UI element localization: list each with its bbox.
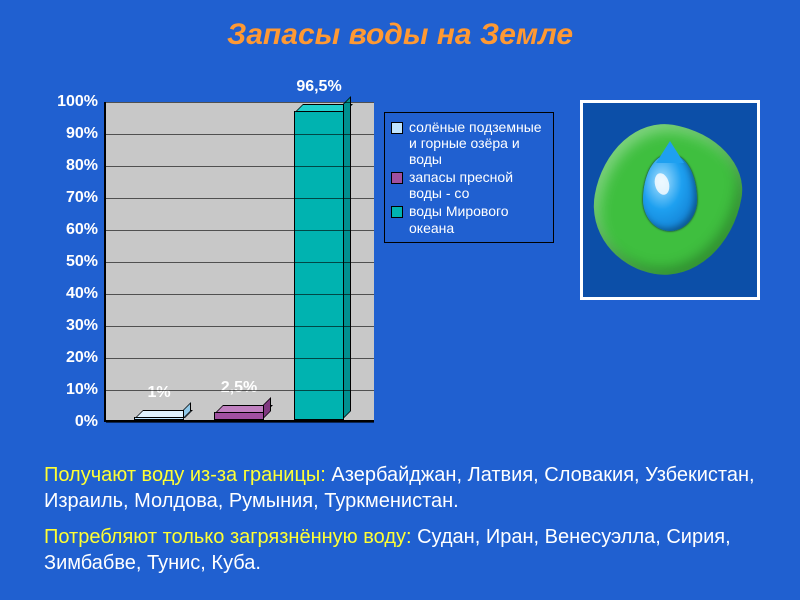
plot-area: 1% 2,5% 96,5%	[104, 102, 374, 422]
bar: 2,5%	[214, 412, 264, 420]
ytick-label: 70%	[48, 189, 98, 207]
gridline	[106, 326, 374, 327]
legend-label: запасы пресной воды - со	[409, 169, 547, 201]
legend-item: воды Мирового океана	[391, 203, 547, 235]
ytick-label: 30%	[48, 317, 98, 335]
legend-swatch	[391, 206, 403, 218]
ytick-label: 40%	[48, 285, 98, 303]
gridline	[106, 134, 374, 135]
bar: 96,5%	[294, 111, 344, 420]
gridline	[106, 358, 374, 359]
gridline	[106, 198, 374, 199]
leaf-drop-image	[580, 100, 760, 300]
legend-swatch	[391, 122, 403, 134]
legend-label: воды Мирового океана	[409, 203, 547, 235]
legend-item: запасы пресной воды - со	[391, 169, 547, 201]
ytick-label: 100%	[48, 93, 98, 111]
page-title: Запасы воды на Земле	[0, 18, 800, 52]
text-block: Получают воду из-за границы: Азербайджан…	[44, 452, 764, 576]
gridline	[106, 166, 374, 167]
text-line-2: Потребляют только загрязнённую воду: Суд…	[44, 524, 764, 576]
gridline	[106, 102, 374, 103]
ytick-label: 50%	[48, 253, 98, 271]
bar: 1%	[134, 417, 184, 420]
ytick-label: 0%	[48, 413, 98, 431]
gridline	[106, 230, 374, 231]
gridline	[106, 262, 374, 263]
ytick-label: 80%	[48, 157, 98, 175]
ytick-label: 90%	[48, 125, 98, 143]
leaf-icon	[595, 125, 745, 275]
ytick-label: 20%	[48, 349, 98, 367]
bar-value-label: 1%	[147, 384, 170, 402]
bar-value-label: 2,5%	[221, 379, 257, 397]
legend-swatch	[391, 172, 403, 184]
water-drop-icon	[643, 155, 697, 231]
legend-label: солёные подземные и горные озёра и воды	[409, 119, 547, 167]
gridline	[106, 390, 374, 391]
chart-legend: солёные подземные и горные озёра и водыз…	[384, 112, 554, 243]
water-chart: 1% 2,5% 96,5% 0% 10% 20% 30% 40% 50% 60% 70% 80% 90…	[44, 72, 564, 452]
legend-item: солёные подземные и горные озёра и воды	[391, 119, 547, 167]
bar-value-label: 96,5%	[296, 78, 341, 96]
ytick-label: 10%	[48, 381, 98, 399]
text-line-1: Получают воду из-за границы: Азербайджан…	[44, 462, 764, 514]
gridline	[106, 422, 374, 423]
ytick-label: 60%	[48, 221, 98, 239]
gridline	[106, 294, 374, 295]
